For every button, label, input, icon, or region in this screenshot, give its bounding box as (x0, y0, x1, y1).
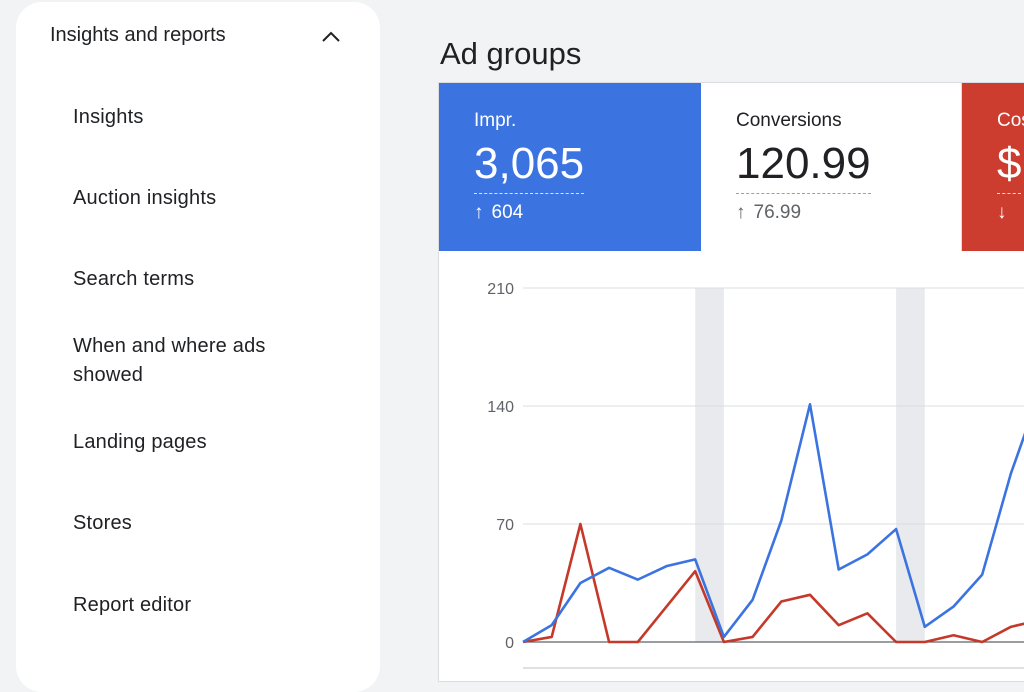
y-tick-label: 0 (505, 635, 514, 652)
section-title: Insights and reports (50, 24, 226, 46)
line-chart: 210 140 70 0 (487, 281, 1024, 669)
sidebar-item-auction-insights[interactable]: Auction insights (73, 187, 217, 209)
metric-value: 120.99 (736, 137, 871, 194)
metric-value: $ (997, 137, 1022, 194)
metric-change: ↑ 76.99 (736, 202, 801, 224)
chevron-up-icon[interactable] (320, 28, 342, 44)
metric-tile-impr[interactable]: Impr. 3,065 ↑ 604 (439, 83, 701, 251)
insights-reports-header[interactable]: Insights and reports (16, 2, 380, 72)
shaded-band-0 (695, 288, 724, 642)
shaded-band-1 (896, 288, 925, 642)
page-title: Ad groups (440, 35, 582, 71)
metric-label: Impr. (474, 110, 517, 131)
series-line-cost (522, 522, 1024, 644)
metric-change: ↑ 604 (474, 202, 523, 224)
sidebar: Insights and reports Insights Auction in… (16, 2, 380, 692)
sidebar-item-stores[interactable]: Stores (73, 512, 133, 534)
metric-tile-cost[interactable]: Cost $ ↓ (962, 83, 1024, 251)
sidebar-item-search-terms[interactable]: Search terms (73, 268, 195, 290)
metric-label: Conversions (736, 110, 842, 131)
arrow-up-icon: ↑ (474, 202, 484, 223)
sidebar-item-insights[interactable]: Insights (73, 106, 144, 128)
y-tick-label: 70 (496, 517, 514, 534)
metric-change-value: 76.99 (753, 202, 802, 223)
arrow-up-icon: ↑ (736, 202, 746, 223)
sidebar-item-report-editor[interactable]: Report editor (73, 594, 192, 616)
metric-label: Cost (997, 110, 1024, 131)
performance-card: Impr. 3,065 ↑ 604 Conversions 120.99 ↑ 76.… (438, 82, 1024, 682)
sidebar-item-landing-pages[interactable]: Landing pages (73, 431, 207, 453)
y-tick-label: 140 (487, 399, 514, 416)
sidebar-item-when-where[interactable]: When and where ads showed (73, 335, 266, 386)
y-tick-label: 210 (487, 281, 514, 298)
series-line-impr (522, 403, 1024, 644)
metric-change: ↓ (997, 202, 1015, 224)
metric-change-value: 604 (491, 202, 524, 223)
metric-tile-conversions[interactable]: Conversions 120.99 ↑ 76.99 (701, 83, 962, 251)
arrow-down-icon: ↓ (997, 202, 1007, 223)
metric-value: 3,065 (474, 137, 585, 194)
